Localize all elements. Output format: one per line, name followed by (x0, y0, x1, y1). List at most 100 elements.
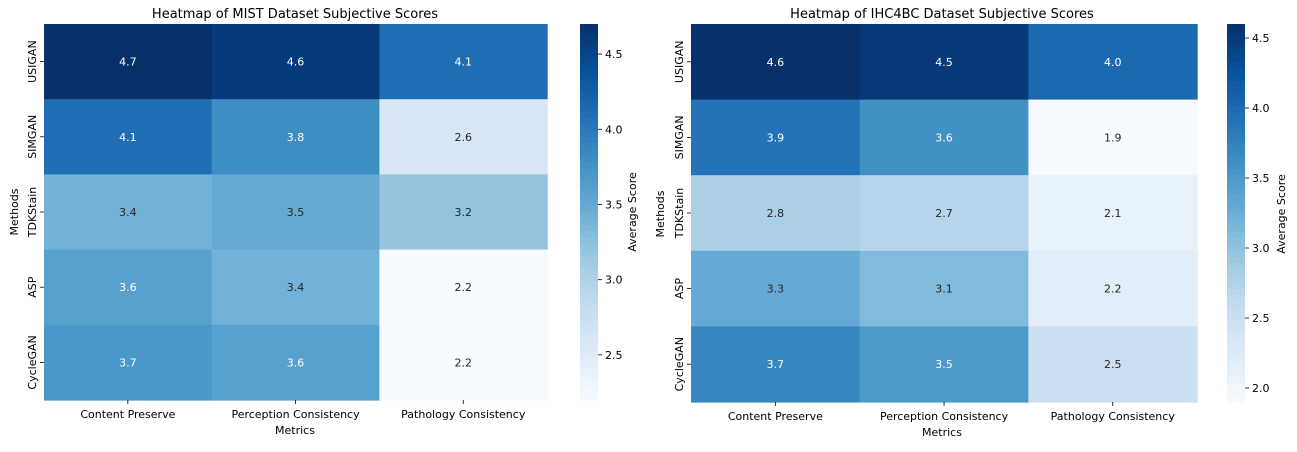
colorbar-segment (580, 130, 598, 138)
colorbar-segment (1227, 376, 1245, 384)
heatmap-cell (44, 324, 213, 401)
colorbar-segment (1227, 364, 1245, 372)
colorbar-segment (1227, 257, 1245, 264)
colorbar-segment (580, 149, 598, 157)
cell-value-label: 4.6 (287, 56, 305, 69)
colorbar-tick-label: 3.0 (605, 274, 623, 287)
colorbar-segment (1227, 288, 1245, 296)
colorbar-segment (580, 49, 598, 56)
heatmap-mist: Heatmap of MIST Dataset Subjective Score… (8, 7, 639, 437)
colorbar-segment (1227, 213, 1245, 220)
colorbar-segment (1227, 206, 1245, 214)
cell-value-label: 4.6 (767, 56, 785, 69)
colorbar-segment (1227, 383, 1245, 390)
colorbar-segment (580, 324, 598, 332)
x-tick-label: Pathology Consistency (1051, 410, 1176, 423)
chart-title: Heatmap of MIST Dataset Subjective Score… (152, 7, 438, 22)
heatmap-cell (859, 99, 1029, 176)
cell-value-label: 3.4 (287, 281, 305, 294)
colorbar-segment (1227, 200, 1245, 208)
colorbar-segment (1227, 87, 1245, 94)
heatmap-cell (211, 174, 380, 251)
heatmap-cell (1028, 24, 1198, 101)
colorbar-segment (1227, 326, 1245, 334)
y-axis-label: Methods (654, 190, 667, 237)
colorbar-segment (1227, 112, 1245, 120)
x-tick-label: Pathology Consistency (401, 408, 526, 421)
colorbar-segment (580, 218, 598, 226)
colorbar-segment (1227, 49, 1245, 57)
colorbar-segment (1227, 219, 1245, 227)
colorbar-segment (580, 118, 598, 125)
chart-title: Heatmap of IHC4BC Dataset Subjective Sco… (790, 7, 1094, 22)
colorbar-segment (1227, 61, 1245, 69)
heatmap-cell (44, 24, 213, 100)
colorbar-segment (580, 387, 598, 395)
colorbar-segment (1227, 225, 1245, 233)
y-axis-label: Methods (8, 188, 21, 235)
heatmap-cell (859, 175, 1029, 252)
heatmap-cell (859, 326, 1029, 403)
colorbar-segment (1227, 320, 1245, 327)
cell-value-label: 2.2 (455, 356, 473, 369)
heatmap-cell (44, 249, 213, 326)
colorbar-segment (1227, 301, 1245, 309)
colorbar-segment (1227, 156, 1245, 164)
colorbar-segment (580, 193, 598, 201)
colorbar-segment (580, 80, 598, 88)
cell-value-label: 2.7 (935, 207, 953, 220)
colorbar-segment (1227, 263, 1245, 271)
colorbar-segment (1227, 294, 1245, 302)
colorbar-segment (1227, 24, 1245, 31)
heatmap-cell (691, 250, 861, 327)
x-tick-label: Content Preserve (728, 410, 823, 423)
colorbar-segment (580, 161, 598, 169)
x-tick-label: Perception Consistency (231, 408, 360, 421)
heatmap-cell (1028, 99, 1198, 176)
colorbar-segment (1227, 282, 1245, 290)
cell-value-label: 1.9 (1104, 131, 1122, 144)
colorbar-segment (580, 55, 598, 63)
colorbar-label: Average Score (626, 172, 639, 252)
colorbar-segment (1227, 55, 1245, 63)
colorbar-tick-label: 3.0 (1252, 242, 1270, 255)
colorbar-tick-label: 4.5 (1252, 32, 1270, 45)
colorbar-segment (1227, 357, 1245, 365)
heatmap-cell (691, 326, 861, 403)
heatmap-cell (44, 174, 213, 251)
colorbar-segment (580, 230, 598, 238)
colorbar-segment (580, 155, 598, 163)
colorbar-segment (1227, 30, 1245, 38)
colorbar-segment (580, 268, 598, 276)
colorbar-segment (1227, 99, 1245, 107)
cell-value-label: 4.1 (455, 56, 473, 69)
heatmap-cell (1028, 175, 1198, 252)
colorbar-tick-label: 4.0 (1252, 102, 1270, 115)
colorbar-segment (1227, 345, 1245, 353)
heatmap-cell (379, 324, 548, 401)
colorbar-segment (580, 74, 598, 81)
y-tick-label: ASP (26, 276, 39, 298)
colorbar-segment (1227, 118, 1245, 126)
colorbar-segment (580, 255, 598, 263)
cell-value-label: 3.6 (119, 281, 137, 294)
heatmap-cell (1028, 250, 1198, 327)
colorbar-segment (580, 237, 598, 244)
colorbar-segment (1227, 244, 1245, 252)
colorbar-segment (580, 331, 598, 338)
colorbar-segment (1227, 42, 1245, 50)
colorbar-segment (1227, 269, 1245, 277)
x-axis-label: Metrics (275, 424, 315, 437)
heatmap-cell (691, 175, 861, 252)
colorbar-segment (580, 306, 598, 313)
cell-value-label: 4.7 (119, 56, 137, 69)
colorbar-segment (1227, 194, 1245, 201)
colorbar-segment (1227, 389, 1245, 397)
y-tick-label: SIMGAN (26, 115, 39, 159)
colorbar-segment (580, 224, 598, 232)
x-tick-label: Content Preserve (80, 408, 175, 421)
y-tick-label: ASP (673, 278, 686, 300)
colorbar-segment (580, 299, 598, 307)
y-tick-label: SIMGAN (673, 115, 686, 159)
y-tick-label: USIGAN (26, 40, 39, 83)
